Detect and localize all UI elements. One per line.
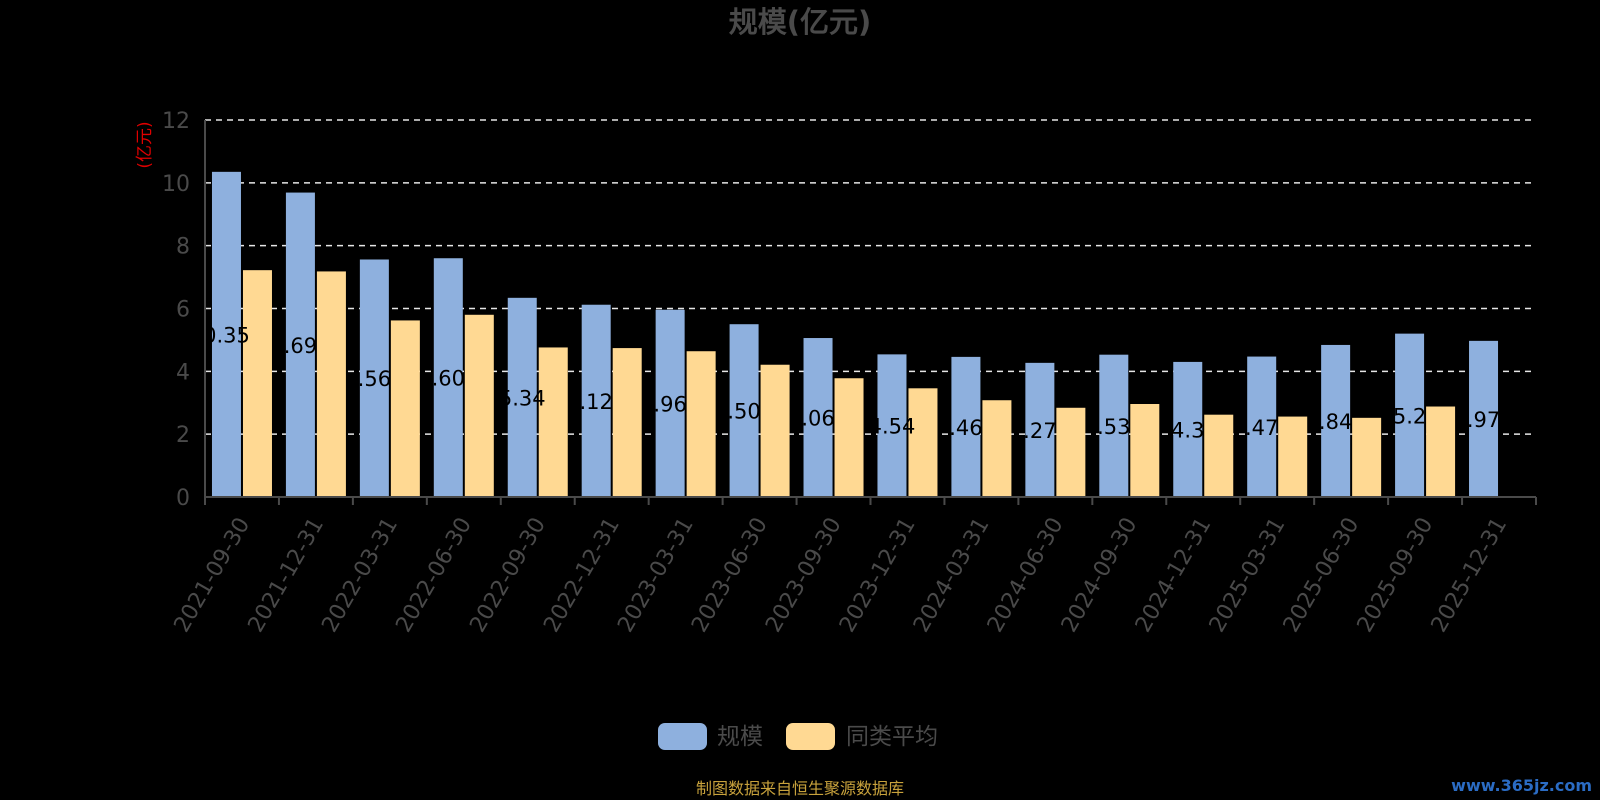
data-label-scale: .69 bbox=[284, 334, 317, 358]
data-label-scale: 0.35 bbox=[203, 323, 250, 347]
y-tick-label: 8 bbox=[176, 235, 190, 260]
bar-peer-average bbox=[612, 348, 642, 497]
data-label-scale: 5.34 bbox=[499, 386, 546, 410]
data-label-scale: .50 bbox=[727, 400, 760, 424]
bar-peer-average bbox=[316, 271, 346, 497]
data-source-note: 制图数据来自恒生聚源数据库 bbox=[696, 779, 904, 798]
y-tick-label: 6 bbox=[176, 298, 190, 323]
data-label-scale: .53 bbox=[1097, 415, 1130, 439]
watermark: www.365jz.com bbox=[1451, 776, 1592, 795]
x-tick-label: 2023-12-31 bbox=[835, 513, 921, 636]
legend-label-peer-average: 同类平均 bbox=[846, 724, 938, 750]
bar-peer-average bbox=[538, 347, 568, 497]
data-label-scale: .97 bbox=[1467, 408, 1500, 432]
x-tick-label: 2025-03-31 bbox=[1205, 514, 1291, 637]
x-tick-label: 2021-09-30 bbox=[170, 514, 256, 637]
data-label-scale: .84 bbox=[1319, 410, 1352, 434]
x-tick-label: 2025-06-30 bbox=[1279, 514, 1365, 637]
grid-lines bbox=[205, 119, 1536, 435]
bar-scale bbox=[1395, 333, 1425, 497]
bar-peer-average bbox=[1056, 407, 1086, 497]
bar-scale bbox=[729, 324, 759, 497]
x-tick-label: 2023-03-31 bbox=[613, 514, 699, 637]
bar-peer-average bbox=[1352, 417, 1382, 497]
data-label-scale: .60 bbox=[432, 367, 465, 391]
x-tick-label: 2023-06-30 bbox=[687, 514, 773, 637]
x-tick-label: 2022-09-30 bbox=[465, 514, 551, 637]
x-tick-label: 2025-12-31 bbox=[1427, 514, 1513, 637]
x-tick-label: 2022-12-31 bbox=[539, 514, 625, 637]
data-labels: 0.35 .69 .56 .60 5.34 .12 .96 .50 .06 4.54 .46 .27.… bbox=[203, 323, 1500, 443]
bar-scale bbox=[951, 356, 981, 497]
legend-label-scale: 规模 bbox=[717, 724, 763, 750]
x-tick-label: 2024-06-30 bbox=[983, 514, 1069, 637]
x-tick-label: 2025-09-30 bbox=[1353, 514, 1439, 637]
x-tick-label: 2024-12-31 bbox=[1131, 514, 1217, 637]
data-label-scale: 5.2 bbox=[1393, 404, 1426, 428]
y-tick-label: 12 bbox=[162, 109, 190, 134]
bar-scale bbox=[433, 258, 463, 497]
data-label-scale: 4.3 bbox=[1171, 418, 1204, 442]
bar-peer-average bbox=[1426, 406, 1456, 497]
data-label-scale: .96 bbox=[653, 392, 686, 416]
bar-peer-average bbox=[686, 351, 716, 497]
y-tick-label: 10 bbox=[162, 172, 190, 197]
bar-scale bbox=[1025, 362, 1055, 497]
x-tick-label: 2022-03-31 bbox=[317, 514, 403, 637]
legend-swatch-peer-average bbox=[786, 723, 835, 750]
data-label-scale: 4.54 bbox=[869, 415, 916, 439]
data-label-scale: .27 bbox=[1023, 419, 1056, 443]
data-label-scale: .47 bbox=[1245, 416, 1278, 440]
bars bbox=[211, 171, 1499, 497]
y-axis-ticks: 0 2 4 6 8 10 12 bbox=[162, 109, 190, 511]
bar-scale bbox=[211, 171, 241, 497]
x-tick-label: 2023-09-30 bbox=[761, 514, 847, 637]
x-axis bbox=[204, 120, 1537, 505]
bar-scale bbox=[581, 304, 611, 497]
bar-scale bbox=[1321, 344, 1351, 497]
bar-peer-average bbox=[242, 270, 272, 497]
x-tick-label: 2024-09-30 bbox=[1057, 514, 1143, 637]
bar-peer-average bbox=[908, 388, 938, 497]
x-tick-label: 2021-12-31 bbox=[244, 514, 330, 637]
legend-swatch-scale bbox=[658, 723, 707, 750]
y-tick-label: 2 bbox=[176, 423, 190, 448]
data-label-scale: .06 bbox=[801, 407, 834, 431]
bar-peer-average bbox=[464, 314, 494, 497]
bar-scale bbox=[803, 338, 833, 497]
y-tick-label: 4 bbox=[176, 360, 190, 385]
bar-peer-average bbox=[1130, 404, 1160, 497]
bar-scale bbox=[1173, 361, 1203, 497]
bar-scale bbox=[655, 309, 685, 497]
x-tick-label: 2024-03-31 bbox=[909, 514, 995, 637]
bar-scale bbox=[507, 297, 537, 497]
bar-scale bbox=[1099, 354, 1129, 497]
bar-peer-average bbox=[834, 378, 864, 497]
chart-title: 规模(亿元) bbox=[729, 5, 872, 39]
bar-peer-average bbox=[760, 364, 790, 497]
y-tick-label: 0 bbox=[176, 486, 190, 511]
bar-peer-average bbox=[1204, 414, 1234, 497]
bar-scale bbox=[877, 354, 907, 497]
bar-peer-average bbox=[1278, 416, 1308, 497]
data-label-scale: .46 bbox=[949, 416, 982, 440]
bar-scale bbox=[359, 259, 389, 497]
legend: 规模 同类平均 bbox=[658, 723, 938, 750]
bar-scale bbox=[1247, 356, 1277, 497]
bar-scale bbox=[285, 192, 315, 497]
data-label-scale: .56 bbox=[358, 367, 391, 391]
x-tick-label: 2022-06-30 bbox=[391, 514, 477, 637]
bar-peer-average bbox=[982, 400, 1012, 497]
y-axis-unit-label: (亿元) bbox=[135, 121, 155, 168]
x-axis-ticks: 2021-09-302021-12-312022-03-312022-06-30… bbox=[170, 513, 1513, 636]
bar-scale bbox=[1469, 340, 1499, 497]
bar-peer-average bbox=[390, 320, 420, 497]
data-label-scale: .12 bbox=[579, 390, 612, 414]
